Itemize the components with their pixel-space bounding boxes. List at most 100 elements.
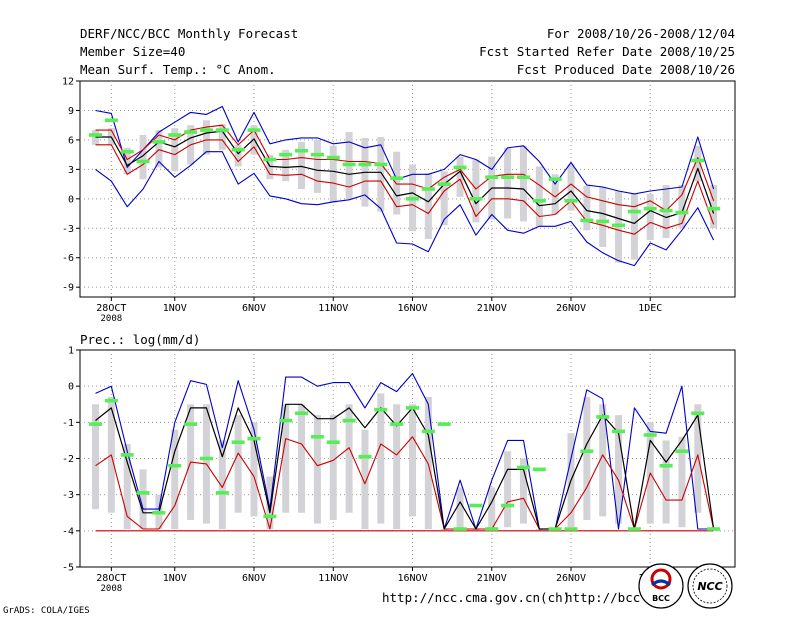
precipitation-panel: -5 -4 -3 -2 -1 0 1 28OCT 1NOV 6NOV 11NOV 16NOV 21NOV… — [62, 346, 735, 594]
prec-spread-box — [377, 393, 385, 524]
prec-median-marker — [120, 453, 134, 457]
prec-y-axis: -5 -4 -3 -2 -1 0 1 — [62, 346, 80, 574]
prec-median-marker — [580, 449, 594, 454]
temp-spread-box — [646, 193, 654, 241]
variable-label: Mean Surf. Temp.: °C Anom. — [80, 62, 276, 77]
temp-median-marker — [247, 128, 261, 132]
url-chinese-site[interactable]: http://ncc.cma.gov.cn(ch) — [382, 590, 570, 605]
prec-median-marker — [104, 398, 118, 403]
temp-spread-box — [694, 145, 702, 182]
temp-median-marker — [707, 206, 721, 211]
prec-median-marker — [501, 503, 515, 508]
prec-median-marker — [136, 491, 150, 495]
prec-median-marker — [168, 463, 182, 468]
temp-median-marker — [184, 130, 198, 134]
prec-spread-box — [694, 404, 702, 513]
temp-spread-box — [282, 149, 290, 182]
temp-spread-box — [424, 173, 432, 240]
prec-x-tick-label: 6NOV — [242, 573, 266, 584]
temp-median-marker — [120, 149, 134, 154]
member-size-label: Member Size=40 — [80, 44, 185, 59]
temp-median-marker — [675, 210, 689, 215]
temp-spread-box — [678, 185, 686, 229]
prec-spread-box — [504, 451, 512, 528]
prec-median-marker — [627, 527, 641, 531]
prec-median-marker — [437, 422, 451, 426]
temp-spread-box — [377, 136, 385, 212]
prec-spread-box — [456, 487, 464, 530]
prec-y-tick-label: -4 — [62, 526, 74, 537]
temp-median-marker — [501, 175, 515, 180]
prec-median-marker — [295, 411, 309, 416]
prec-median-marker — [548, 527, 562, 531]
prec-median-marker — [612, 429, 626, 434]
prec-median-marker — [390, 422, 404, 426]
temp-spread-box — [393, 151, 401, 215]
prec-y-tick-label: -1 — [62, 418, 74, 429]
prec-median-marker — [596, 415, 610, 419]
temp-median-marker — [310, 152, 324, 157]
temp-median-marker — [168, 133, 182, 137]
temp-y-tick-label: 12 — [62, 77, 74, 88]
temp-median-marker — [326, 155, 340, 160]
prec-spread-box — [266, 476, 274, 530]
temp-median-marker — [215, 128, 229, 132]
temp-spread-box — [472, 159, 480, 223]
prec-y-tick-label: 1 — [68, 346, 74, 357]
temp-upper-spread-line — [95, 124, 715, 212]
temp-spread-box — [519, 145, 527, 222]
temp-median-marker — [580, 218, 594, 223]
temp-spread-box — [630, 193, 638, 260]
temp-x-tick-label: 21NOV — [477, 303, 507, 314]
prec-spread-box — [282, 404, 290, 513]
temp-median-marker — [532, 198, 546, 203]
temp-x-tick-label: 28OCT — [96, 303, 126, 314]
prec-median-marker — [310, 435, 324, 439]
temp-spread-box — [710, 185, 718, 229]
prec-spread-box — [139, 469, 147, 530]
prec-median-marker — [342, 418, 356, 423]
temp-median-marker — [279, 152, 293, 157]
temp-median-marker — [691, 158, 705, 163]
temp-y-tick-label: 3 — [68, 165, 74, 176]
ncc-logo: NCC — [687, 563, 733, 609]
url-english-site[interactable]: http://bcc.cma.gov.cn(en) — [565, 590, 753, 605]
prec-spread-box — [393, 404, 401, 530]
temp-median-marker — [453, 165, 467, 170]
temp-median-marker — [136, 159, 150, 164]
prec-spread-box — [345, 404, 353, 513]
prec-spread-box — [123, 444, 131, 530]
temp-spread-box — [329, 145, 337, 203]
temp-median-marker — [516, 175, 530, 180]
prec-x-tick-label: 28OCT — [96, 573, 126, 584]
bcc-logo: BCC — [638, 563, 684, 609]
prec-spread-box — [313, 415, 321, 524]
temp-year-label: 2008 — [101, 314, 123, 324]
temp-ensemble-min-line — [95, 151, 715, 267]
prec-spread-box — [361, 429, 369, 530]
prec-median-marker — [89, 422, 102, 426]
prec-spread-box — [488, 487, 496, 530]
prec-median-marker — [215, 491, 229, 495]
prec-median-marker — [358, 454, 372, 459]
prec-median-marker — [707, 527, 721, 531]
temp-spread-box — [139, 135, 147, 180]
prec-median-marker — [374, 407, 388, 412]
prec-median-marker — [263, 514, 277, 519]
temp-x-tick-label: 6NOV — [242, 303, 266, 314]
temp-median-markers — [89, 118, 721, 228]
prec-x-tick-label: 11NOV — [318, 573, 348, 584]
temp-x-tick-label: 1DEC — [638, 303, 662, 314]
temp-median-marker — [564, 198, 578, 203]
prec-y-tick-label: 0 — [68, 382, 74, 393]
temp-grid — [80, 81, 735, 297]
prec-median-marker — [231, 440, 245, 445]
temp-spread-box — [456, 156, 464, 197]
temp-median-marker — [374, 162, 388, 167]
temp-median-marker — [421, 187, 435, 191]
temp-median-marker — [659, 208, 673, 213]
prec-x-tick-label: 16NOV — [397, 573, 427, 584]
temp-spread-box — [123, 147, 131, 175]
prec-spread-box — [92, 404, 99, 510]
